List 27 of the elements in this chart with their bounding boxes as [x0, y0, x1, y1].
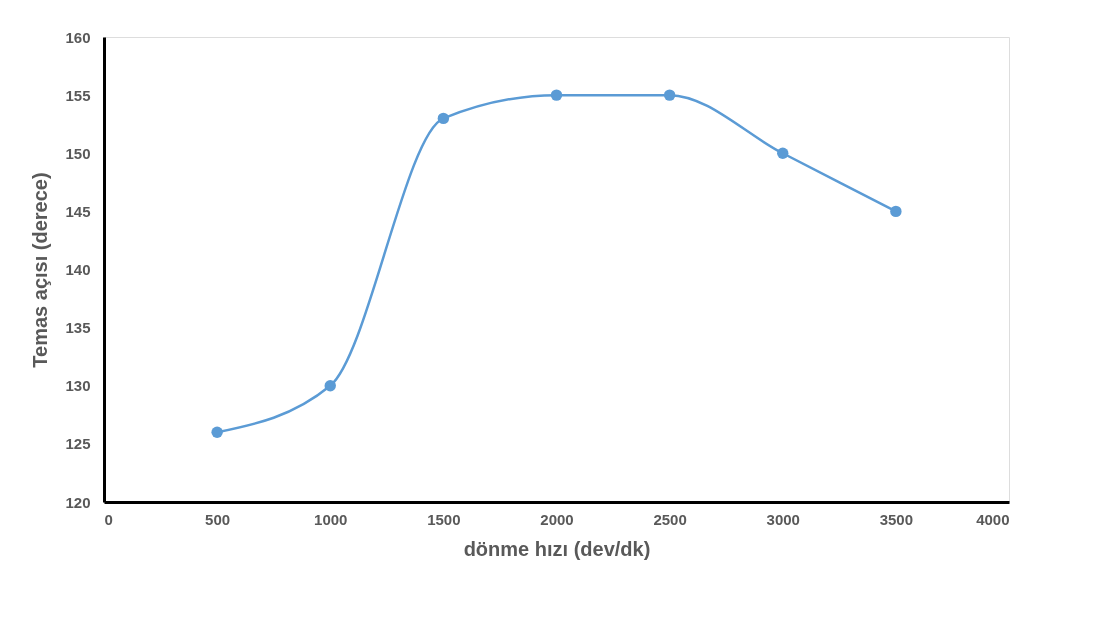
point	[663, 89, 676, 101]
x-tick-label: 3500	[879, 510, 914, 528]
x-tick-label: 500	[205, 510, 231, 528]
x-tick-label: 1000	[314, 510, 348, 528]
point	[777, 147, 789, 159]
y-tick-label: 145	[65, 202, 91, 220]
x-tick-label: 3000	[766, 510, 800, 528]
x-tick-label: 1500	[427, 510, 461, 528]
x-tick-label: 2000	[540, 510, 574, 528]
y-tick-label: 125	[65, 435, 91, 453]
point	[550, 89, 563, 101]
point	[890, 205, 902, 218]
point	[211, 426, 223, 438]
x-axis-title: dönme hızı (dev/dk)	[463, 537, 651, 560]
y-tick-label: 135	[65, 319, 91, 337]
y-tick-label: 155	[65, 86, 91, 104]
y-axis-title: Temas açısı (derece)	[29, 172, 52, 368]
point	[324, 380, 336, 392]
y-tick-label: 160	[65, 28, 91, 46]
point	[437, 112, 450, 125]
x-tick-label: 0	[104, 510, 113, 528]
y-tick-label: 120	[65, 493, 91, 511]
y-tick-label: 150	[65, 144, 91, 162]
x-tick-label: 2500	[653, 510, 687, 528]
x-tick-label: 4000	[976, 510, 1010, 528]
y-tick-label: 140	[65, 261, 91, 278]
y-tick-label: 130	[65, 377, 91, 395]
